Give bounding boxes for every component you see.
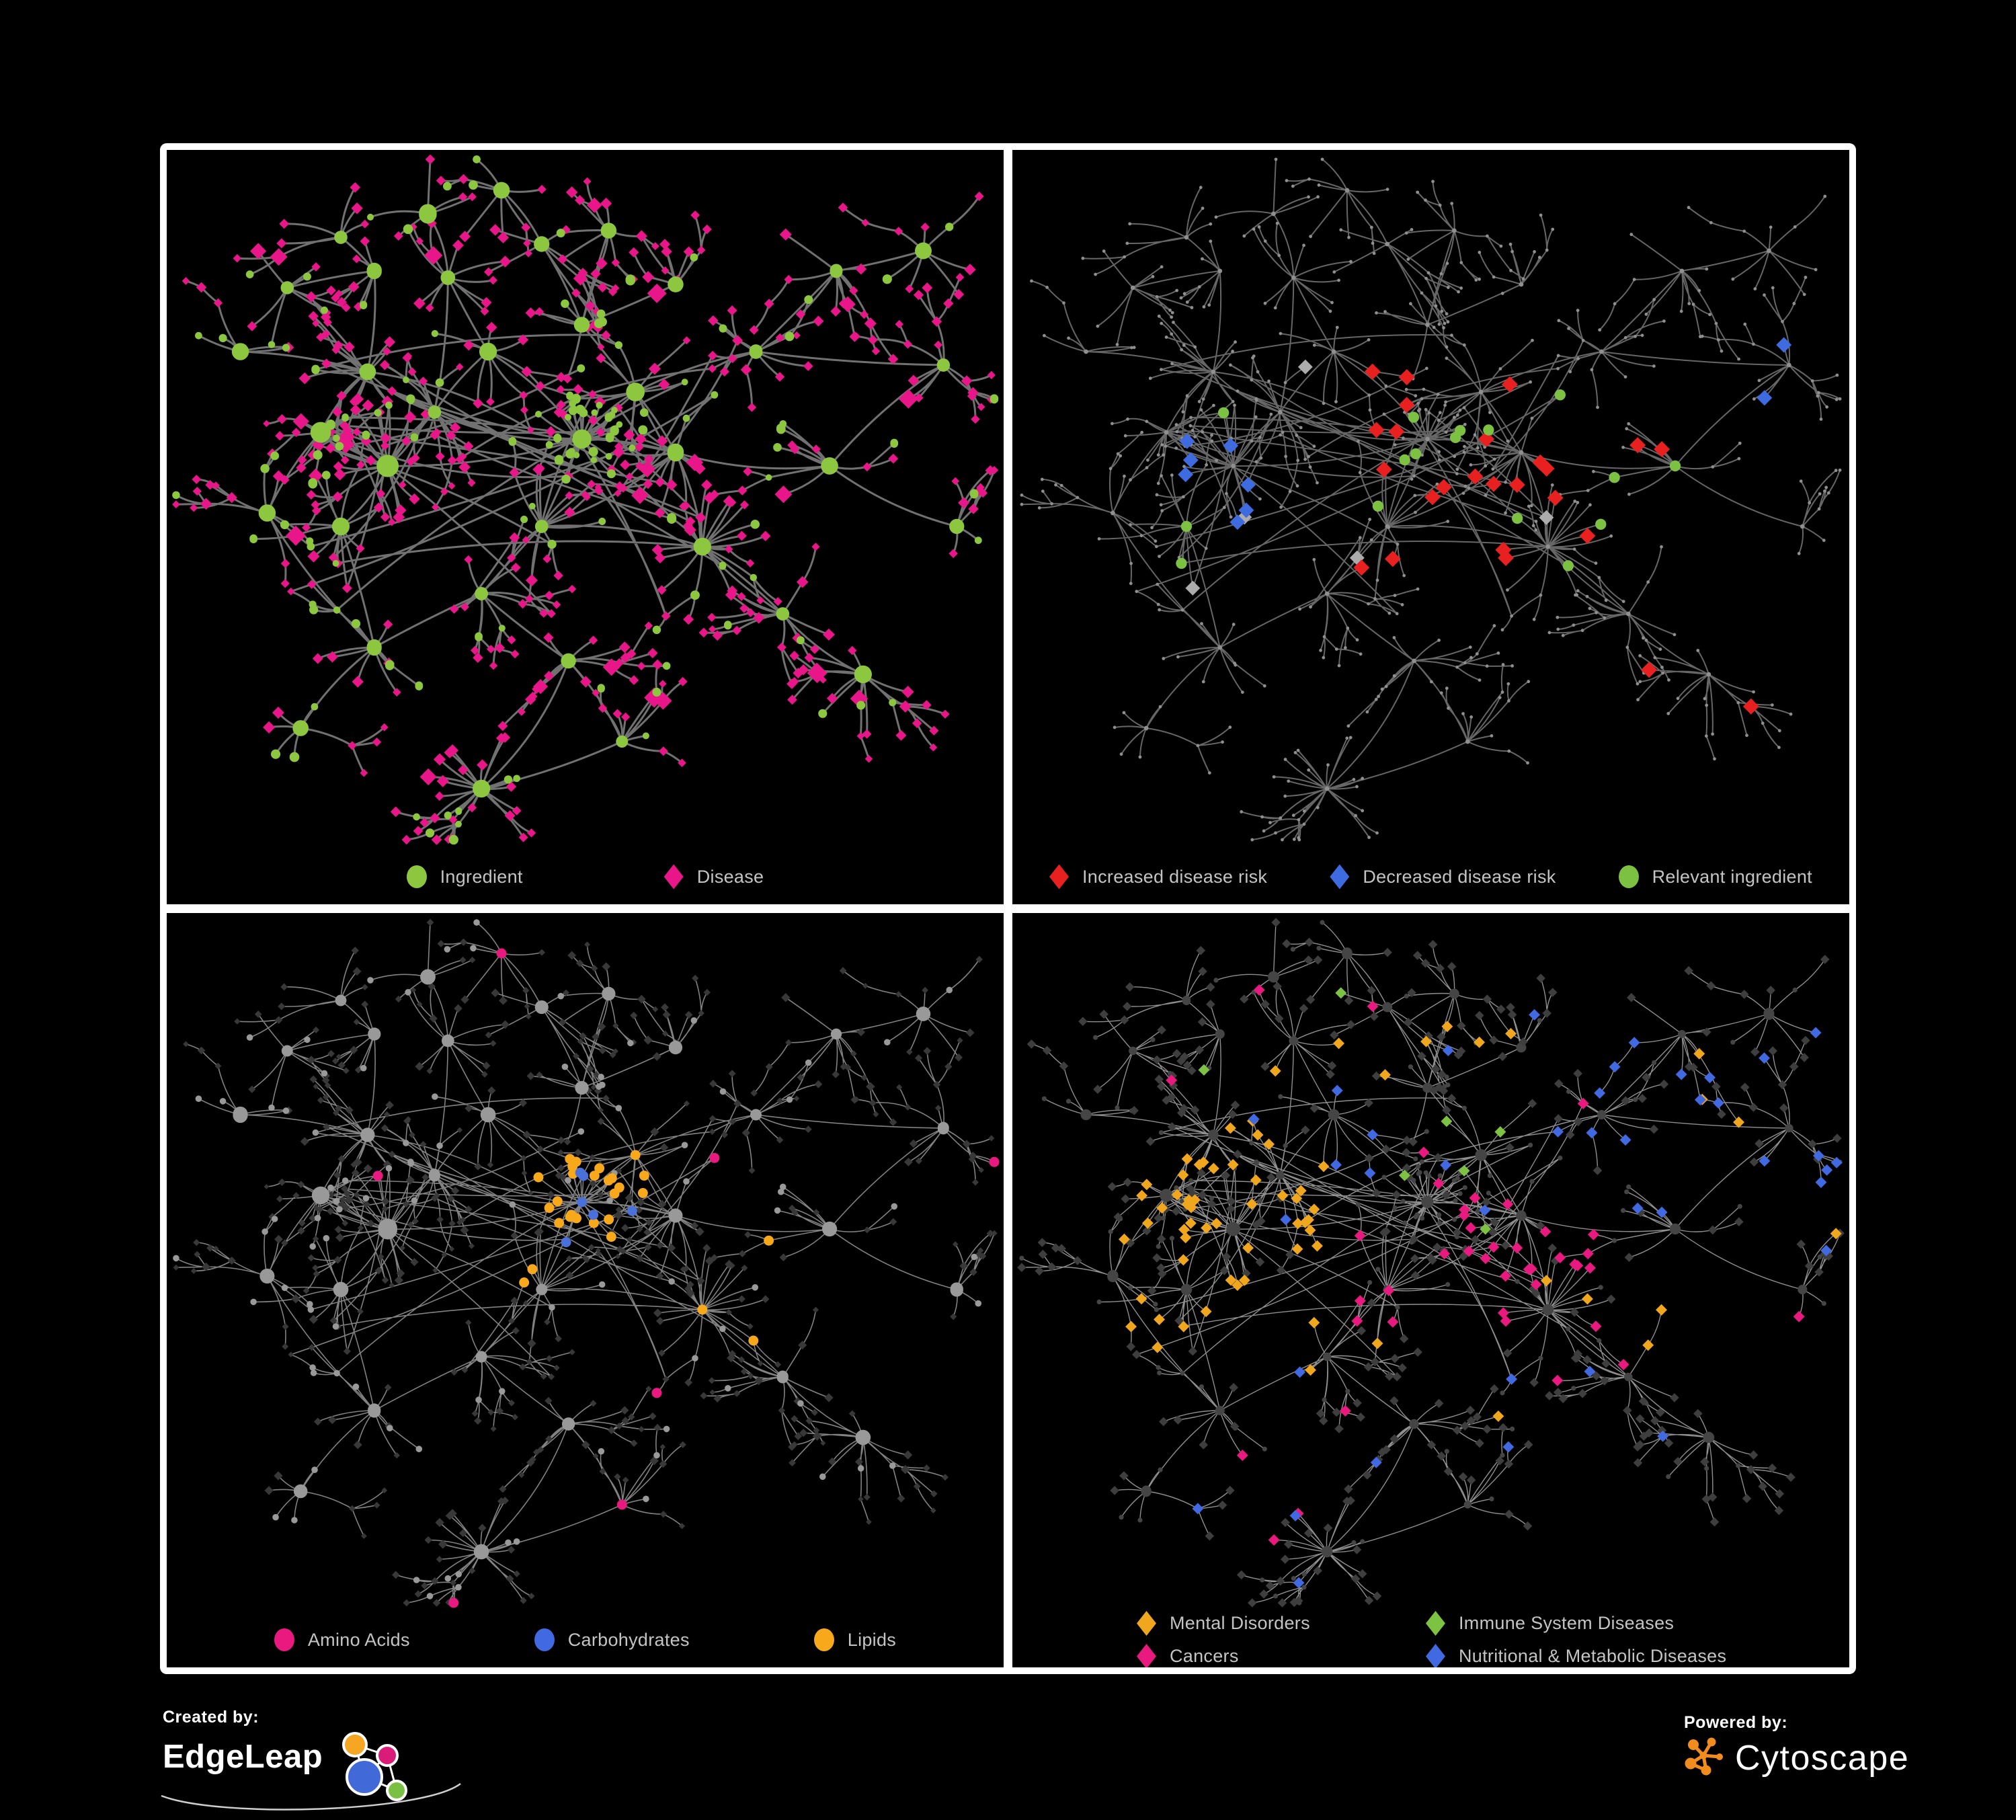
legend-label: Ingredient: [440, 866, 523, 887]
nutritional-metabolic-diamond-swatch: [1426, 1644, 1445, 1667]
legend-item-mental-disorders: Mental Disorders: [1137, 1611, 1426, 1636]
legend-disease-class: Mental Disorders Immune System Diseases …: [1012, 1611, 1849, 1667]
increased-risk-diamond-swatch: [1049, 864, 1069, 889]
ingredient-circle-swatch: [406, 865, 427, 888]
edgeleap-logo: EdgeLeap: [161, 1729, 539, 1811]
panel-disease-risk: Increased disease risk Decreased disease…: [1012, 150, 1849, 904]
legend-disease-risk: Increased disease risk Decreased disease…: [1012, 849, 1849, 904]
immune-system-diamond-swatch: [1426, 1611, 1445, 1636]
legend-label: Cancers: [1170, 1646, 1239, 1666]
cancers-diamond-swatch: [1137, 1644, 1156, 1667]
legend-label: Immune System Diseases: [1459, 1613, 1675, 1633]
legend-item-amino-acids: Amino Acids: [274, 1628, 410, 1651]
edgeleap-swoosh: [161, 1783, 461, 1811]
panel-ingredient-disease: Ingredient Disease: [167, 150, 1004, 904]
created-by-label: Created by:: [163, 1708, 259, 1727]
panel-disease-class: Mental Disorders Immune System Diseases …: [1012, 913, 1849, 1667]
legend-label: Relevant ingredient: [1652, 866, 1812, 887]
legend-label: Nutritional & Metabolic Diseases: [1459, 1646, 1727, 1666]
legend-ingredient-disease: Ingredient Disease: [167, 849, 1004, 904]
legend-item-immune-system-diseases: Immune System Diseases: [1426, 1611, 1849, 1636]
legend-label: Disease: [696, 866, 764, 887]
cytoscape-logo: Cytoscape: [1684, 1735, 1909, 1781]
panel-nutrient-class: Amino Acids Carbohydrates Lipids: [167, 913, 1004, 1667]
network-graph-ingredient-disease: [172, 154, 999, 845]
decreased-risk-diamond-swatch: [1330, 864, 1350, 889]
legend-nutrient-class: Amino Acids Carbohydrates Lipids: [167, 1612, 1004, 1667]
legend-item-cancers: Cancers: [1137, 1644, 1426, 1667]
legend-item-carbohydrates: Carbohydrates: [534, 1628, 690, 1651]
legend-item-relevant-ingredient: Relevant ingredient: [1618, 865, 1812, 888]
relevant-ingredient-circle-swatch: [1618, 865, 1639, 888]
network-graph-disease-class: [1017, 918, 1845, 1608]
legend-label: Increased disease risk: [1082, 866, 1268, 887]
amino-acids-circle-swatch: [274, 1628, 294, 1651]
legend-label: Carbohydrates: [567, 1629, 690, 1650]
panel-grid: Ingredient Disease Increased disease ris…: [160, 143, 1856, 1674]
legend-label: Decreased disease risk: [1363, 866, 1556, 887]
edgeleap-credit: Created by: EdgeLeap: [161, 1708, 539, 1811]
legend-item-ingredient: Ingredient: [406, 865, 523, 888]
legend-item-decreased-risk: Decreased disease risk: [1330, 864, 1556, 889]
legend-label: Lipids: [847, 1629, 897, 1650]
powered-by-label: Powered by:: [1684, 1713, 1788, 1732]
legend-label: Mental Disorders: [1170, 1613, 1310, 1633]
lipids-circle-swatch: [813, 1628, 834, 1651]
legend-item-nutritional-metabolic-diseases: Nutritional & Metabolic Diseases: [1426, 1644, 1849, 1667]
cytoscape-wordmark: Cytoscape: [1735, 1739, 1910, 1778]
legend-label: Amino Acids: [307, 1629, 410, 1650]
cytoscape-credit: Powered by:: [1684, 1713, 1909, 1781]
edgeleap-network-icon: [342, 1732, 408, 1801]
cytoscape-network-icon: [1685, 1737, 1723, 1776]
network-graph-nutrient-class: [173, 918, 1000, 1608]
legend-item-lipids: Lipids: [813, 1628, 897, 1651]
edgeleap-wordmark: EdgeLeap: [163, 1739, 323, 1775]
legend-item-disease: Disease: [663, 864, 764, 889]
disease-diamond-swatch: [663, 864, 684, 889]
network-graph-disease-risk: [1020, 157, 1842, 842]
carbohydrates-circle-swatch: [534, 1628, 555, 1651]
legend-item-increased-risk: Increased disease risk: [1049, 864, 1268, 889]
mental-disorders-diamond-swatch: [1137, 1611, 1156, 1636]
